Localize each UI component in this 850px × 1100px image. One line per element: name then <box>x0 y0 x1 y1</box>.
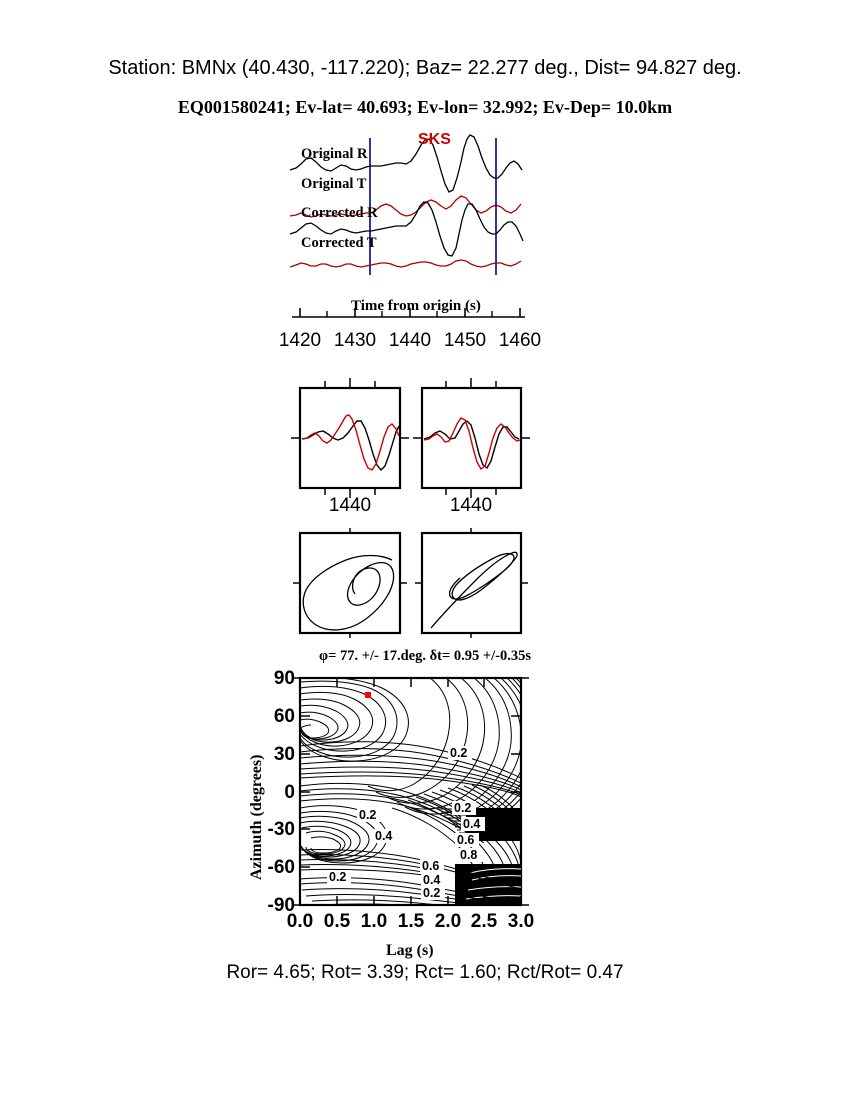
azimuth-tick-30: 30 <box>273 744 295 765</box>
svg-text:0.2: 0.2 <box>423 886 440 900</box>
contour-label-0.4-mid-left: 0.4 <box>373 829 397 843</box>
contour-title: φ= 77. +/- 17.deg. δt= 0.95 +/-0.35s <box>319 648 531 664</box>
azimuth-tick-60: 60 <box>273 706 295 727</box>
trace-corrected-r <box>289 201 524 257</box>
azimuth-tick-0: 0 <box>284 782 295 803</box>
lag-tick-0.0: 0.0 <box>286 911 314 932</box>
svg-text:0.4: 0.4 <box>463 817 480 831</box>
time-tick-1460: 1460 <box>498 330 542 351</box>
contour-value-labels: 0.2 0.2 0.4 0.2 0.4 0.6 <box>327 746 485 900</box>
time-tick-1430: 1430 <box>333 330 377 351</box>
quality-metrics-footer: Ror= 4.65; Rot= 3.39; Rct= 1.60; Rct/Rot… <box>226 962 624 983</box>
svg-text:0.2: 0.2 <box>359 808 376 822</box>
lag-tick-0.5: 0.5 <box>323 911 351 932</box>
hodogram-panels <box>293 528 528 638</box>
trace-label-corrected-r: Corrected R <box>301 205 378 221</box>
y-axis-label: Azimuth (degrees) <box>248 754 265 880</box>
time-tick-1450: 1450 <box>443 330 487 351</box>
lag-tick-1.5: 1.5 <box>397 911 425 932</box>
station-header-line: Station: BMNx (40.430, -117.220); Baz= 2… <box>108 57 742 79</box>
hodogram-right-path <box>430 551 518 629</box>
svg-text:0.4: 0.4 <box>375 829 392 843</box>
compare-panel-left <box>291 378 409 498</box>
contour-label-0.2-mid-right: 0.2 <box>452 801 476 815</box>
contour-label-0.2-lower: 0.2 <box>421 886 445 900</box>
svg-text:0.4: 0.4 <box>423 873 440 887</box>
time-tick-1420: 1420 <box>278 330 322 351</box>
compare-right-tick-label: 1440 <box>449 495 493 516</box>
solution-marker <box>365 692 371 698</box>
hodogram-left-path <box>302 554 395 631</box>
compare-left-tick-label: 1440 <box>328 495 372 516</box>
contour-label-0.4-lower: 0.4 <box>421 873 445 887</box>
contour-label-0.2-mid-left: 0.2 <box>357 808 381 822</box>
svg-text:0.6: 0.6 <box>422 859 439 873</box>
svg-text:0.8: 0.8 <box>460 848 477 862</box>
svg-text:0.2: 0.2 <box>454 801 471 815</box>
compare-left-trace-a <box>301 420 400 472</box>
contour-label-0.2-lower-left: 0.2 <box>327 870 351 884</box>
time-tick-1440: 1440 <box>388 330 432 351</box>
contour-label-0.6-mid-right: 0.6 <box>455 833 479 847</box>
time-axis <box>292 308 525 318</box>
trace-label-original-t: Original T <box>301 176 367 192</box>
contour-label-0.2-upper: 0.2 <box>448 746 472 760</box>
hodogram-right <box>415 528 528 638</box>
phase-label-sks: SKS <box>418 131 451 148</box>
azimuth-tick-neg30: -30 <box>267 819 295 840</box>
compare-panel-right <box>413 378 530 498</box>
compare-left-trace-b <box>301 414 400 471</box>
lag-tick-1.0: 1.0 <box>360 911 388 932</box>
comparison-panels <box>291 378 530 498</box>
trace-original-r <box>289 134 523 193</box>
time-axis-title: Time from origin (s) <box>351 298 481 314</box>
contour-label-0.8-mid-right: 0.8 <box>458 848 482 862</box>
x-axis-label: Lag (s) <box>386 942 434 959</box>
svg-text:0.6: 0.6 <box>457 833 474 847</box>
trace-label-corrected-t: Corrected T <box>301 235 377 251</box>
svg-text:0.2: 0.2 <box>329 870 346 884</box>
trace-corrected-t <box>289 259 522 268</box>
lag-tick-3.0: 3.0 <box>507 911 535 932</box>
lag-tick-2.5: 2.5 <box>470 911 498 932</box>
azimuth-tick-90: 90 <box>273 668 295 689</box>
lag-tick-2.0: 2.0 <box>434 911 462 932</box>
waveform-stack <box>289 134 524 275</box>
error-surface-plot: 0.2 0.2 0.4 0.2 0.4 0.6 <box>292 676 529 907</box>
saturated-region-lower <box>455 864 521 905</box>
event-header-line: EQ001580241; Ev-lat= 40.693; Ev-lon= 32.… <box>177 97 673 117</box>
contour-label-0.6-lower: 0.6 <box>420 859 444 873</box>
compare-right-trace-b <box>423 417 521 471</box>
azimuth-tick-neg90: -90 <box>267 895 295 916</box>
trace-original-t <box>289 195 522 218</box>
hodogram-left <box>293 528 407 638</box>
svg-text:0.2: 0.2 <box>450 746 467 760</box>
trace-label-original-r: Original R <box>301 146 368 162</box>
contour-label-0.4-mid-right: 0.4 <box>461 817 485 831</box>
azimuth-tick-neg60: -60 <box>267 857 295 878</box>
